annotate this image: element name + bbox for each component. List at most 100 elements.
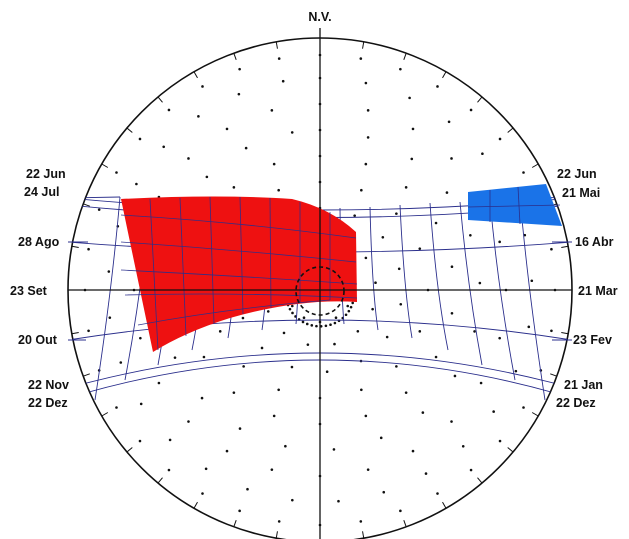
altitude-dot bbox=[272, 162, 276, 166]
altitude-dot bbox=[277, 388, 280, 392]
altitude-dot bbox=[469, 108, 473, 112]
altitude-dot bbox=[187, 420, 190, 423]
altitude-dot bbox=[225, 449, 229, 453]
altitude-dot bbox=[238, 67, 241, 71]
altitude-dot bbox=[399, 67, 402, 71]
azimuth-tick bbox=[275, 41, 278, 49]
altitude-dot bbox=[242, 365, 245, 368]
altitude-dot bbox=[404, 391, 408, 394]
label-left-ago28: 28 Ago bbox=[18, 235, 60, 249]
altitude-dot bbox=[478, 281, 482, 285]
azimuth-tick bbox=[126, 127, 133, 133]
hour-line bbox=[94, 196, 121, 401]
azimuth-tick bbox=[561, 332, 569, 335]
azimuth-tick bbox=[507, 127, 514, 133]
altitude-dot bbox=[139, 336, 142, 340]
altitude-dot bbox=[347, 309, 351, 313]
altitude-dot bbox=[290, 131, 294, 134]
altitude-dot bbox=[162, 145, 165, 149]
altitude-dot bbox=[410, 157, 414, 161]
altitude-dot bbox=[97, 208, 101, 211]
altitude-dot bbox=[498, 439, 502, 443]
altitude-dot bbox=[329, 323, 332, 327]
label-left-set23: 23 Set bbox=[10, 284, 48, 298]
mask-left-grid bbox=[120, 196, 358, 351]
altitude-dot bbox=[395, 212, 398, 215]
altitude-dot bbox=[366, 468, 370, 471]
altitude-dot bbox=[238, 509, 241, 513]
altitude-dot bbox=[374, 281, 377, 284]
mask-right-grid bbox=[467, 186, 561, 225]
altitude-dot bbox=[408, 96, 411, 100]
altitude-dot bbox=[266, 310, 270, 313]
altitude-dot bbox=[349, 305, 353, 309]
altitude-dot bbox=[337, 499, 340, 503]
azimuth-tick bbox=[101, 412, 109, 417]
altitude-dot bbox=[498, 137, 502, 141]
altitude-dot bbox=[371, 307, 374, 311]
altitude-dot bbox=[382, 490, 386, 494]
altitude-dot bbox=[201, 85, 204, 88]
altitude-dot bbox=[291, 498, 294, 502]
altitude-dot bbox=[436, 492, 439, 495]
altitude-dot bbox=[324, 324, 328, 328]
altitude-dot bbox=[332, 448, 336, 451]
altitude-dot bbox=[333, 321, 337, 325]
label-right-jan21: 21 Jan bbox=[564, 378, 603, 392]
altitude-dot bbox=[492, 410, 495, 413]
altitude-dot bbox=[445, 191, 449, 194]
altitude-dot bbox=[232, 391, 236, 394]
altitude-dot bbox=[270, 468, 274, 471]
altitude-dot bbox=[301, 320, 305, 324]
azimuth-tick bbox=[531, 412, 539, 417]
altitude-dot bbox=[167, 108, 171, 112]
altitude-dot bbox=[411, 449, 415, 453]
altitude-dot bbox=[434, 221, 438, 225]
altitude-dot bbox=[359, 520, 363, 523]
azimuth-tick bbox=[275, 531, 278, 539]
altitude-dot bbox=[277, 57, 281, 60]
altitude-dot bbox=[87, 329, 90, 333]
altitude-dot bbox=[434, 355, 438, 359]
altitude-dot bbox=[359, 57, 363, 60]
altitude-dot bbox=[404, 186, 408, 189]
azimuth-tick bbox=[157, 477, 163, 484]
altitude-dot bbox=[450, 157, 453, 160]
altitude-dot bbox=[290, 304, 294, 308]
altitude-dot bbox=[447, 120, 451, 124]
altitude-dot bbox=[197, 115, 200, 118]
label-left-nov22: 22 Nov bbox=[28, 378, 69, 392]
altitude-dot bbox=[315, 324, 318, 328]
azimuth-tick bbox=[71, 245, 79, 248]
azimuth-tick bbox=[561, 245, 569, 248]
altitude-dot bbox=[225, 127, 229, 131]
altitude-dot bbox=[334, 316, 338, 320]
altitude-dot bbox=[498, 240, 501, 244]
altitude-dot bbox=[379, 436, 383, 440]
altitude-dot bbox=[522, 171, 525, 174]
altitude-dot bbox=[473, 330, 476, 333]
altitude-dot bbox=[418, 247, 422, 250]
altitude-dot bbox=[115, 171, 118, 174]
altitude-dot bbox=[277, 520, 281, 523]
altitude-dot bbox=[381, 235, 385, 239]
azimuth-tick bbox=[442, 71, 447, 79]
altitude-dot bbox=[399, 302, 403, 306]
label-left-out20: 20 Out bbox=[18, 333, 58, 347]
azimuth-tick bbox=[477, 477, 483, 484]
azimuth-tick bbox=[442, 501, 447, 509]
altitude-dot bbox=[310, 324, 314, 327]
altitude-dot bbox=[291, 311, 294, 315]
altitude-dot bbox=[270, 109, 274, 112]
shading-mask-right bbox=[468, 184, 562, 226]
altitude-dot bbox=[523, 233, 527, 237]
altitude-dot bbox=[366, 109, 370, 112]
azimuth-tick bbox=[550, 373, 557, 377]
altitude-dot bbox=[218, 330, 222, 333]
north-label: N.V. bbox=[308, 10, 331, 24]
altitude-dot bbox=[246, 487, 249, 491]
altitude-dot bbox=[241, 316, 245, 320]
azimuth-tick bbox=[126, 447, 133, 453]
altitude-dot bbox=[550, 247, 553, 251]
